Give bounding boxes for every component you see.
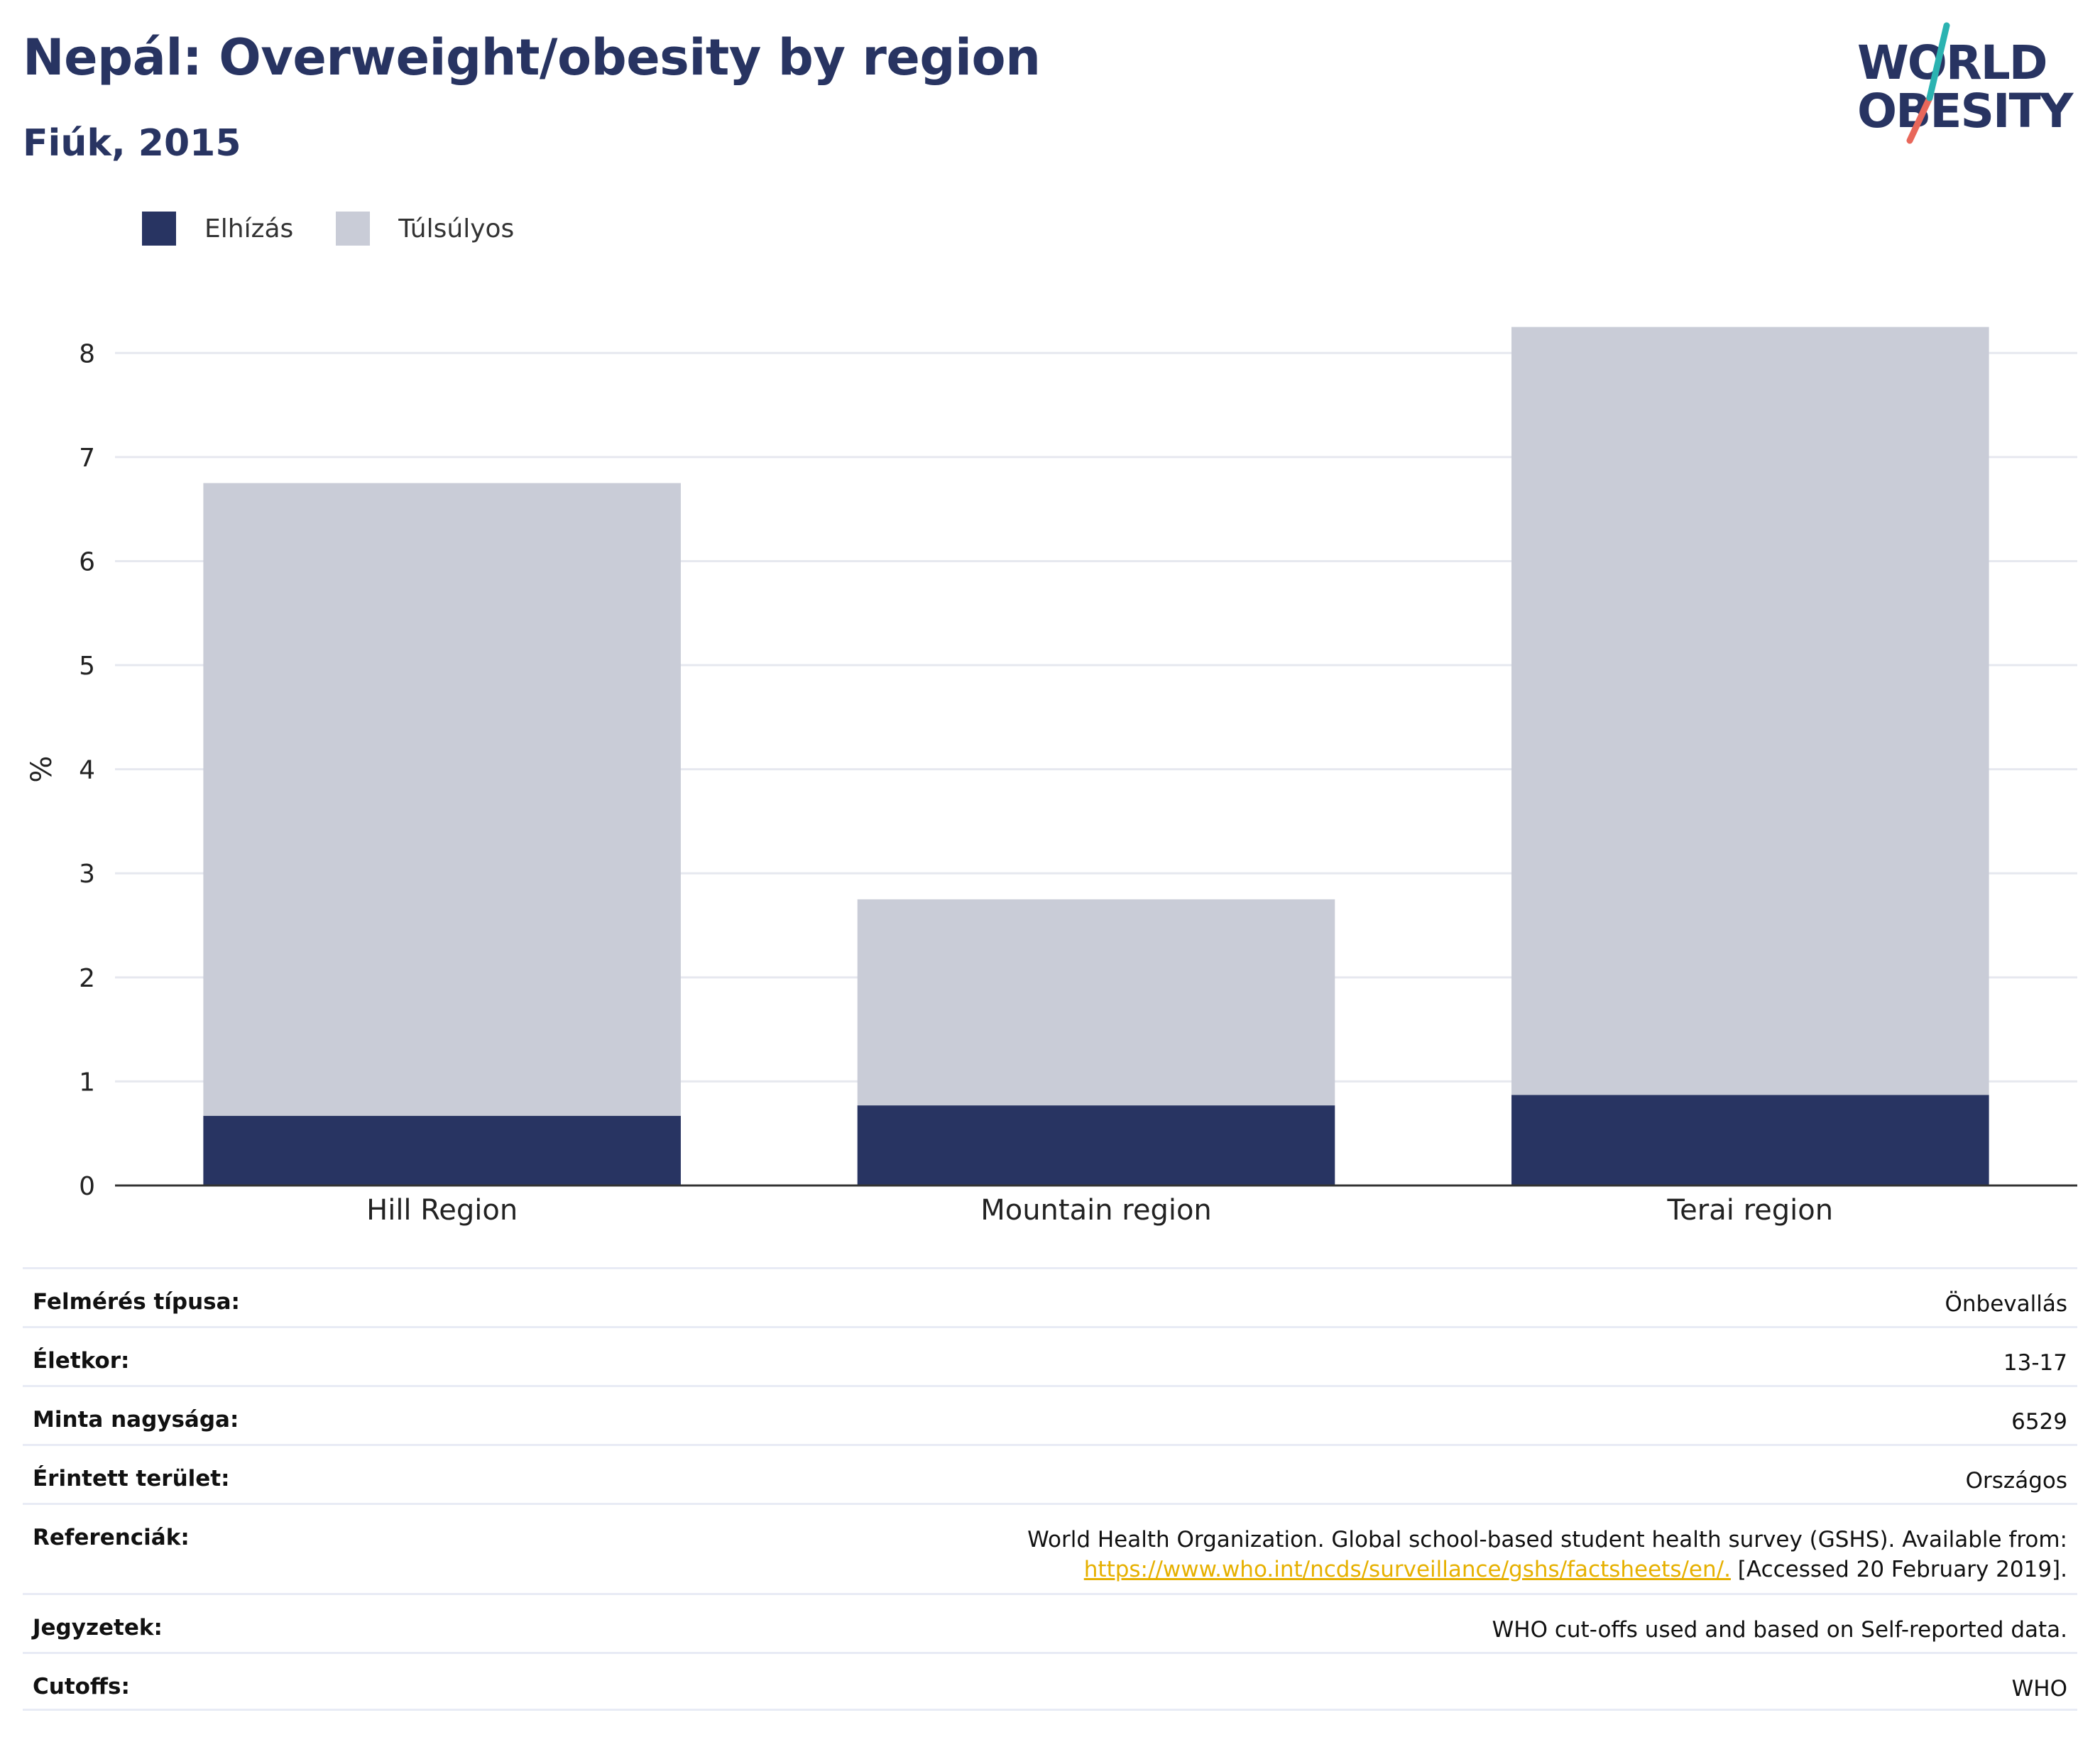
info-label: Érintett terület: (33, 1466, 230, 1491)
y-tick-label: 0 (79, 1172, 95, 1201)
logo-word-1: WORLD (1857, 35, 2048, 90)
info-row-references: Referenciák: World Health Organization. … (23, 1503, 2077, 1593)
info-label: Referenciák: (33, 1525, 190, 1550)
x-tick-label: Mountain region (980, 1194, 1212, 1227)
legend-label-obesity: Elhízás (204, 214, 294, 243)
bar-overweight (203, 483, 681, 1116)
legend-swatch-overweight (336, 212, 371, 246)
y-tick-label: 8 (79, 339, 95, 368)
info-value: Országos (1965, 1468, 2067, 1494)
info-row-sample-size: Minta nagysága: 6529 (23, 1385, 2077, 1444)
info-value: 6529 (2011, 1409, 2067, 1435)
bar-overweight (857, 899, 1335, 1106)
legend-label-overweight: Túlsúlyos (398, 214, 515, 243)
bar-obesity (857, 1105, 1335, 1185)
references-accessed: [Accessed 20 February 2019]. (1730, 1557, 2067, 1582)
y-tick-label: 1 (79, 1068, 95, 1097)
references-text: World Health Organization. Global school… (1027, 1527, 2067, 1552)
references-link[interactable]: https://www.who.int/ncds/surveillance/gs… (1083, 1557, 1731, 1582)
bar-overweight (1511, 327, 1989, 1095)
info-value: WHO (2011, 1676, 2067, 1702)
x-tick-label: Hill Region (366, 1194, 518, 1227)
info-table: Felmérés típusa: Önbevallás Életkor: 13-… (23, 1267, 2077, 1711)
x-tick-label: Terai region (1667, 1194, 1834, 1227)
info-label: Jegyzetek: (33, 1615, 163, 1641)
logo-slash-icon (1906, 22, 1950, 144)
info-value: Önbevallás (1945, 1291, 2067, 1317)
y-tick-label: 2 (79, 964, 95, 993)
chart-subtitle: Fiúk, 2015 (23, 122, 241, 165)
chart-legend: Elhízás Túlsúlyos (142, 210, 557, 247)
y-tick-label: 7 (79, 444, 95, 473)
info-value: WHO cut-offs used and based on Self-repo… (1492, 1617, 2067, 1643)
bar-chart: 0 1 2 3 4 5 6 7 8% Hill Region Mountain region Tera… (26, 327, 2077, 1227)
bar-obesity (203, 1115, 681, 1185)
legend-item-obesity[interactable]: Elhízás (142, 212, 293, 246)
info-row-notes: Jegyzetek: WHO cut-offs used and based o… (23, 1593, 2077, 1652)
info-row-area: Érintett terület: Országos (23, 1444, 2077, 1503)
logo-word-2: OBESITY (1857, 84, 2073, 138)
legend-swatch-obesity (142, 212, 176, 246)
info-label: Cutoffs: (33, 1674, 130, 1699)
chart-title: Nepál: Overweight/obesity by region (23, 28, 1041, 87)
references-value: World Health Organization. Global school… (1027, 1505, 2067, 1584)
info-label: Felmérés típusa: (33, 1289, 240, 1315)
y-axis-label: % (26, 756, 58, 783)
info-row-age: Életkor: 13-17 (23, 1326, 2077, 1385)
info-label: Életkor: (33, 1348, 130, 1374)
y-tick-label: 3 (79, 860, 95, 889)
info-row-cutoffs: Cutoffs: WHO (23, 1652, 2077, 1711)
y-tick-label: 4 (79, 756, 95, 785)
world-obesity-logo: WORLD OBESITY (1846, 14, 2087, 156)
info-value: 13-17 (2003, 1350, 2067, 1376)
y-tick-label: 5 (79, 652, 95, 681)
legend-item-overweight[interactable]: Túlsúlyos (336, 212, 514, 246)
y-tick-label: 6 (79, 547, 95, 576)
info-label: Minta nagysága: (33, 1407, 239, 1433)
info-row-survey-type: Felmérés típusa: Önbevallás (23, 1267, 2077, 1326)
bar-obesity (1511, 1095, 1989, 1185)
